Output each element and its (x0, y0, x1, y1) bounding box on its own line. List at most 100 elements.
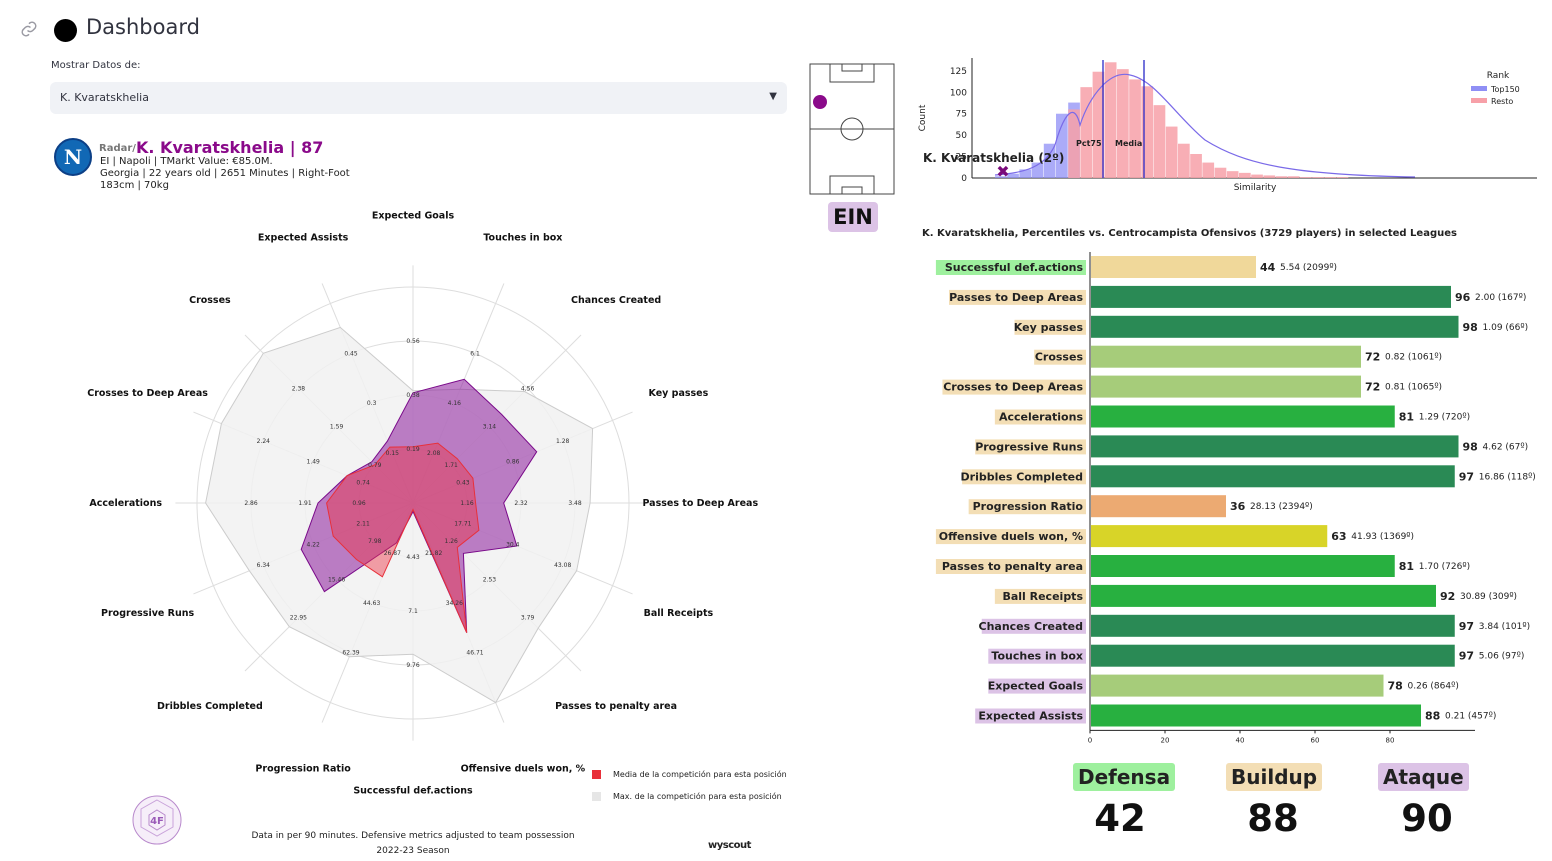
radar-ring-label: 0.3 (367, 400, 377, 407)
radar-ring-label: 1.16 (460, 500, 474, 507)
bar-label-bg (935, 529, 1086, 545)
radar-series-k-kvaratskhelia (300, 378, 538, 633)
radar-axis-label-expected-assists: Expected Assists (258, 233, 349, 244)
hist-y-label: Count (918, 104, 928, 131)
legend-item-media: Media de la competición para esta posici… (592, 770, 787, 779)
position-marker (813, 95, 827, 109)
radar-axis-label-progression-ratio: Progression Ratio (255, 763, 351, 774)
radar-axis-label-progressive-runs: Progressive Runs (101, 608, 194, 619)
bar-label-dribbles-completed: Dribbles Completed (961, 470, 1083, 483)
bar-detail: 16.86 (118º) (1479, 472, 1536, 482)
hist-bar-resto (1178, 143, 1190, 178)
bar-value: 96 (1455, 291, 1471, 304)
bar-label-progression-ratio: Progression Ratio (973, 500, 1084, 513)
bar-detail: 1.09 (66º) (1483, 323, 1529, 333)
chevron-down-icon[interactable]: ▼ (769, 91, 777, 102)
bar-label-bg (1014, 319, 1086, 335)
player-select-value: K. Kvaratskhelia (60, 91, 149, 104)
radar-ring-label: 0.56 (406, 338, 420, 345)
hist-x-label: Similarity (1234, 183, 1277, 193)
hist-bar-resto (1324, 177, 1337, 178)
hist-bar-resto (1165, 126, 1178, 178)
radar-ring-label: 9.76 (406, 662, 420, 669)
radar-axis-label-ball-receipts: Ball Receipts (644, 608, 714, 619)
radar-ring-label: 2.24 (257, 438, 271, 445)
bar-progression-ratio (1091, 495, 1226, 518)
hist-bar-resto (1300, 177, 1312, 178)
radar-axis-label-accelerations: Accelerations (89, 498, 162, 509)
hist-bar-resto (1117, 69, 1129, 178)
bar-detail: 2.00 (167º) (1475, 293, 1526, 303)
hist-bar-resto (1275, 176, 1288, 178)
bar-detail: 0.21 (457º) (1445, 712, 1496, 722)
bar-ball-receipts (1091, 584, 1436, 607)
hist-bar-resto (1226, 171, 1239, 178)
percentile-bar-chart: K. Kvaratskhelia, Percentiles vs. Centro… (922, 228, 1536, 744)
bar-value: 81 (1399, 411, 1414, 424)
radar-chart: 0.19 0.38 0.56 2.08 4.16 6.1 1.71 3.14 4.56 0.43 0… (87, 211, 758, 797)
bar-label-passes-to-penalty-area: Passes to penalty area (942, 560, 1083, 573)
bar-label-bg (935, 260, 1086, 275)
bar-accelerations (1091, 405, 1395, 428)
radar-ring-label: 1.26 (445, 538, 459, 545)
score-value-buildup: 88 (1247, 797, 1299, 840)
bar-expected-assists (1091, 704, 1421, 727)
bar-successful-def-actions (1091, 256, 1256, 278)
radar-axis-label-dribbles-completed: Dribbles Completed (157, 701, 263, 712)
hist-legend-swatch (1471, 86, 1487, 91)
radar-ring-label: 0.86 (506, 459, 520, 466)
hist-bar-top150 (1007, 173, 1019, 178)
player-select[interactable]: K. Kvaratskhelia ▼ (50, 82, 787, 114)
bar-value: 72 (1365, 381, 1380, 394)
player-info-line2: Georgia | 22 years old | 2651 Minutes | … (100, 168, 350, 179)
bar-label-crosses: Crosses (1035, 351, 1084, 364)
hist-bar-resto (1068, 109, 1080, 178)
hist-bar-resto (1336, 177, 1349, 178)
radar-ring-label: 1.28 (556, 438, 570, 445)
radar-axis-label-expected-goals: Expected Goals (372, 211, 455, 222)
hist-bar-resto (1153, 105, 1166, 178)
bar-label-bg (981, 618, 1086, 634)
hist-bar-top150 (1031, 162, 1044, 178)
radar-ring-label: 1.91 (298, 500, 312, 507)
hist-bar-resto (1104, 62, 1117, 178)
hist-legend-title: Rank (1487, 71, 1510, 81)
bar-label-touches-in-box: Touches in box (991, 650, 1083, 663)
bar-label-bg (988, 648, 1086, 664)
radar-ring-label: 7.1 (408, 608, 418, 615)
radar-ring-label: 26.87 (384, 550, 401, 557)
pitch-diagram (809, 63, 895, 195)
legend-swatch-max (592, 792, 601, 801)
bar-detail: 5.54 (2099º) (1280, 263, 1337, 273)
bar-label-bg (1034, 349, 1086, 365)
hist-y-tick: 125 (950, 67, 967, 77)
bar-value: 63 (1331, 530, 1346, 543)
bar-detail: 28.13 (2394º) (1250, 502, 1313, 512)
bar-value: 44 (1260, 261, 1276, 274)
radar-series-media-de-la-competici-n-para-esta-posici-n (326, 442, 480, 633)
bar-label-bg (994, 588, 1086, 604)
bar-passes-to-deep-areas (1091, 285, 1451, 308)
hist-bar-resto (1141, 86, 1154, 178)
bar-label-progressive-runs: Progressive Runs (975, 440, 1083, 453)
bar-value: 88 (1425, 710, 1440, 723)
bar-detail: 30.89 (309º) (1460, 592, 1517, 602)
hist-bar-resto (1287, 176, 1300, 178)
bar-chances-created (1091, 614, 1455, 637)
radar-ring-label: 15.46 (328, 576, 345, 583)
bar-detail: 1.29 (720º) (1419, 413, 1470, 423)
hist-legend-swatch (1471, 98, 1487, 103)
bar-detail: 4.62 (67º) (1483, 442, 1529, 452)
bar-label-bg (962, 469, 1086, 485)
hist-bar-resto (1092, 71, 1105, 178)
bar-label-bg (975, 439, 1086, 455)
bar-detail: 0.82 (1061º) (1385, 353, 1442, 363)
footer-note: Data in per 90 minutes. Defensive metric… (251, 831, 575, 841)
bar-label-bg (942, 379, 1086, 395)
hist-player-label: K. Kvaratskhelia (2º) (923, 151, 1064, 165)
link-icon[interactable] (20, 20, 38, 38)
radar-axis-label-passes-to-penalty-area: Passes to penalty area (555, 701, 677, 712)
bar-key-passes (1091, 315, 1459, 338)
radar-ring-label: 2.53 (483, 576, 497, 583)
radar-ring-label: 1.71 (445, 462, 459, 469)
